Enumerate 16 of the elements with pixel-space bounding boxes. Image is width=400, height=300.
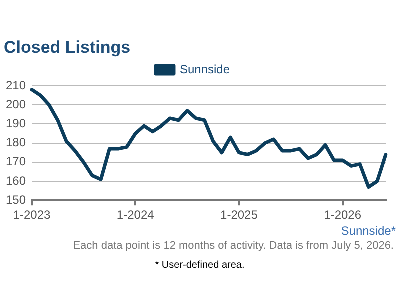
y-tick-label: 180	[6, 136, 26, 150]
x-tick-label: 1-2025	[220, 208, 258, 222]
text: Sunnside*	[341, 224, 396, 238]
x-tick-label: 1-2026	[324, 208, 362, 222]
x-tick-label: 1-2023	[13, 208, 52, 222]
y-tick-label: 150	[6, 192, 26, 207]
y-tick-label: 190	[6, 116, 26, 131]
x-tick-label: 1-2024	[116, 208, 155, 222]
legend-label: Sunnside	[180, 62, 230, 76]
text: * User-defined area.	[154, 260, 246, 271]
y-tick-label: 200	[6, 97, 26, 112]
y-tick-label: 160	[6, 174, 26, 188]
y-tick-label: 210	[6, 78, 26, 92]
y-tick-label: 170	[6, 154, 26, 169]
chart-title: Closed Listings	[4, 38, 131, 58]
text: Each data point is 12 months of activity. Data is from July 5, 2026.	[73, 240, 394, 252]
